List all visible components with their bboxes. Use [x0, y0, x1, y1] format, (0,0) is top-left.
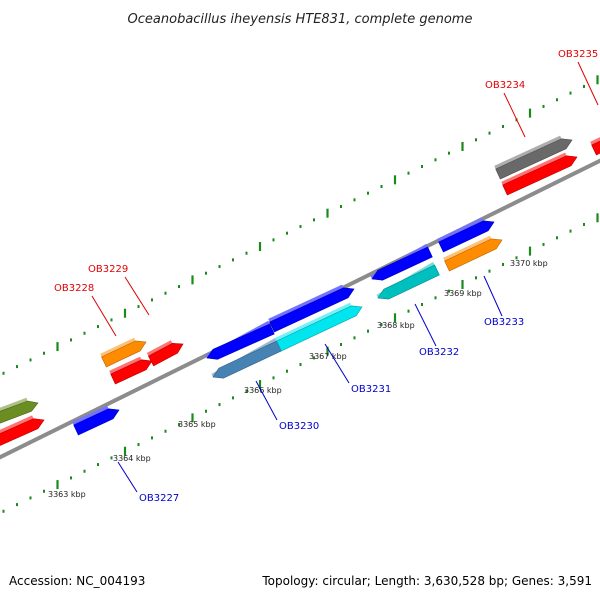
scale-tick-label: 3370 kbp — [510, 259, 548, 268]
feature-body — [377, 264, 440, 300]
orange-feature[interactable] — [443, 235, 503, 272]
blue-feature[interactable] — [72, 405, 120, 436]
red-feature[interactable] — [590, 124, 600, 156]
gene-leader-line — [324, 343, 350, 384]
red-feature[interactable] — [501, 152, 578, 196]
gene-label-ob3233[interactable]: OB3233 — [484, 317, 524, 328]
red-feature[interactable] — [146, 340, 184, 367]
scale-tick-labels: 3363 kbp 3364 kbp 3365 kbp 3366 kbp 3367 kbp… — [48, 259, 548, 499]
feature-body — [101, 340, 147, 368]
cyan-feature[interactable] — [275, 302, 363, 352]
scale-tick-label: 3366 kbp — [244, 386, 282, 395]
tick-rails — [2, 75, 599, 513]
scale-tick-label: 3365 kbp — [178, 420, 216, 429]
feature-body — [591, 140, 600, 156]
gene-label-ob3234[interactable]: OB3234 — [485, 80, 525, 91]
feature-top-face — [501, 152, 567, 186]
feature-body — [438, 220, 495, 253]
feature-body — [502, 155, 578, 196]
steelblue-feature[interactable] — [211, 337, 282, 379]
feature-top-face — [0, 397, 28, 412]
orange-feature[interactable] — [100, 337, 147, 368]
feature-body — [0, 418, 45, 446]
feature-body — [148, 343, 184, 367]
scale-tick-label: 3369 kbp — [444, 289, 482, 298]
scale-tick-label: 3363 kbp — [48, 490, 86, 499]
map-area: 3363 kbp 3364 kbp 3365 kbp 3366 kbp 3367 kbp… — [0, 49, 600, 513]
feature-body — [0, 400, 39, 424]
gene-label-ob3228[interactable]: OB3228 — [54, 283, 94, 294]
scale-tick-label: 3367 kbp — [309, 352, 347, 361]
feature-body — [444, 238, 503, 272]
gene-label-ob3235[interactable]: OB3235 — [558, 49, 598, 60]
feature-top-face — [72, 405, 109, 426]
gene-leader-line — [117, 461, 138, 493]
blue-feature[interactable] — [268, 284, 355, 333]
gene-leader-line — [503, 92, 526, 138]
gene-leader-line — [124, 276, 150, 316]
gene-label-ob3232[interactable]: OB3232 — [419, 347, 459, 358]
gene-label-ob3231[interactable]: OB3231 — [351, 384, 391, 395]
feature-body — [269, 287, 355, 333]
feature-top-face — [590, 137, 600, 146]
olive-feature[interactable] — [0, 397, 39, 426]
blue-feature[interactable] — [205, 320, 275, 360]
gene-leader-line — [577, 61, 599, 106]
feature-body — [371, 246, 433, 281]
gene-leader-line — [483, 275, 503, 317]
feature-top-face — [437, 217, 484, 243]
gene-leader-line — [414, 303, 437, 347]
blue-feature[interactable] — [437, 217, 495, 253]
feature-top-face — [109, 356, 142, 375]
gene-labels: OB3227 OB3228 OB3229 OB3230 OB3231 OB3232 OB32… — [54, 49, 599, 504]
feature-body — [73, 408, 120, 436]
feature-top-face — [443, 235, 492, 262]
accession-text: Accession: NC_004193 — [9, 574, 145, 588]
gene-label-ob3227[interactable]: OB3227 — [139, 493, 179, 504]
gene-leader-line — [91, 295, 117, 337]
gene-label-ob3230[interactable]: OB3230 — [279, 421, 319, 432]
feature-body — [212, 340, 282, 379]
map-title: Oceanobacillus iheyensis HTE831, complet… — [128, 12, 473, 27]
feature-top-face — [0, 415, 34, 434]
red-feature[interactable] — [109, 356, 153, 385]
teal-feature[interactable] — [376, 261, 440, 300]
feature-top-face — [100, 337, 136, 358]
gene-label-ob3229[interactable]: OB3229 — [88, 264, 128, 275]
genome-summary-text: Topology: circular; Length: 3,630,528 bp… — [261, 574, 592, 588]
feature-body — [276, 305, 363, 352]
scale-tick-label: 3368 kbp — [377, 321, 415, 330]
feature-top-face — [146, 340, 173, 357]
feature-body — [495, 138, 573, 180]
feature-top-face — [268, 284, 344, 323]
blue-feature[interactable] — [370, 243, 433, 281]
feature-body — [206, 323, 275, 360]
feature-body — [110, 359, 153, 385]
feature-top-face — [275, 302, 352, 342]
red-feature[interactable] — [0, 415, 45, 449]
gray-feature[interactable] — [494, 135, 573, 180]
gene-leader-line — [255, 380, 278, 421]
scale-tick-label: 3364 kbp — [113, 454, 151, 463]
feature-top-face — [494, 135, 562, 170]
